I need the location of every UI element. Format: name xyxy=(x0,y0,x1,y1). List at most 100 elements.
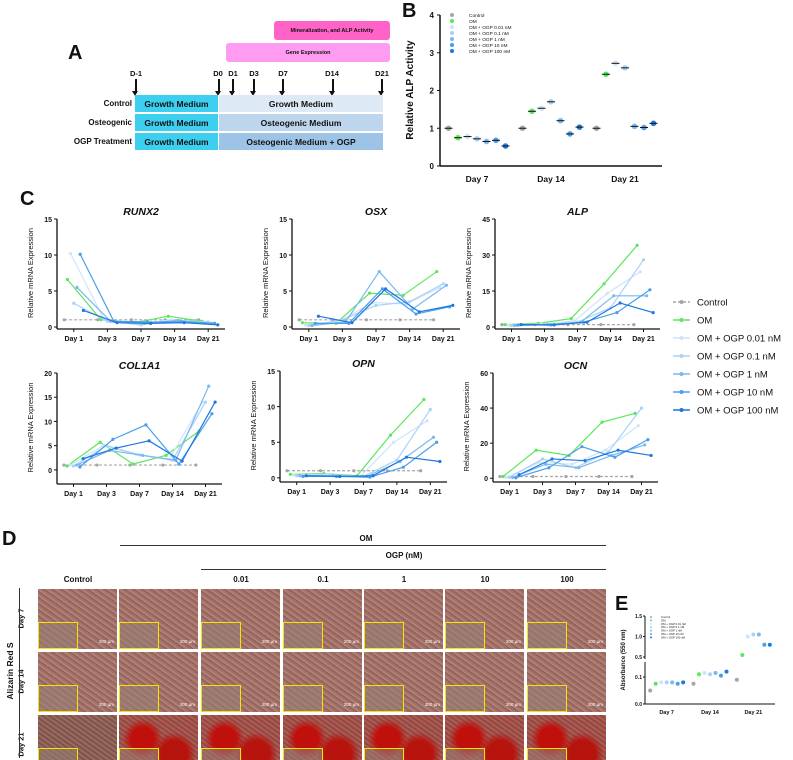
data-point xyxy=(435,269,439,274)
phase-gene-expression: Gene Expression xyxy=(226,43,390,62)
micrograph: 200 µm xyxy=(201,715,280,760)
data-point xyxy=(114,446,118,450)
data-point xyxy=(506,323,510,327)
y-axis-label: Absorbance (550 nm) xyxy=(621,629,627,690)
data-point xyxy=(316,314,320,318)
magnified-inset xyxy=(119,685,159,712)
legend-marker xyxy=(679,408,684,412)
x-tick-label: Day 7 xyxy=(659,710,674,716)
data-point xyxy=(616,448,620,452)
y-tick-label: 0 xyxy=(48,468,52,475)
divider xyxy=(19,588,20,758)
data-point xyxy=(176,318,180,323)
data-point xyxy=(441,282,445,286)
data-point xyxy=(602,282,606,286)
series-line xyxy=(508,271,641,326)
x-tick-label: Day 21 xyxy=(744,710,762,716)
divider xyxy=(201,569,606,570)
data-point xyxy=(128,463,132,467)
day-marker: D14 xyxy=(325,69,339,78)
y-tick-label: 0 xyxy=(484,476,488,483)
data-point xyxy=(75,463,79,467)
y-tick-label: 5 xyxy=(48,444,52,451)
micrograph: 200 µm xyxy=(445,652,524,712)
legend-label: OM + OGP 1 nM xyxy=(697,370,768,381)
x-tick-label: Day 14 xyxy=(398,336,421,343)
column-header: 0.1 xyxy=(317,575,329,584)
data-point xyxy=(65,464,69,468)
x-tick-label: Day 14 xyxy=(537,174,565,184)
series-line xyxy=(79,413,213,468)
day-marker: D0 xyxy=(213,69,223,78)
data-point xyxy=(139,323,143,327)
data-point xyxy=(149,321,153,325)
data-point xyxy=(653,681,658,686)
legend-label: OM + OGP 100 nM xyxy=(697,406,778,417)
data-point xyxy=(745,634,750,639)
legend-marker xyxy=(679,372,684,376)
magnified-inset xyxy=(527,622,567,649)
legend-marker xyxy=(450,19,454,23)
legend-label: OM + OGP 10 nM xyxy=(661,632,684,636)
day-marker: D-1 xyxy=(129,69,143,78)
x-tick-label: Day 14 xyxy=(163,336,186,343)
data-point xyxy=(649,453,653,458)
data-point xyxy=(517,473,521,477)
micrograph: 200 µm xyxy=(364,715,443,760)
series-line xyxy=(290,399,425,477)
series-line xyxy=(82,401,216,463)
magnified-inset xyxy=(283,748,323,760)
data-point xyxy=(310,323,314,328)
legend-label: OM + OGP 1 nM xyxy=(469,37,505,43)
x-tick-label: Day 7 xyxy=(130,491,149,498)
data-point xyxy=(313,321,317,325)
legend-label: OM + OGP 10 nM xyxy=(469,43,507,49)
day-marker: D1 xyxy=(228,69,238,78)
data-point xyxy=(552,323,556,327)
magnified-inset xyxy=(283,685,323,712)
scale-bar-label: 200 µm xyxy=(587,639,603,644)
y-tick-label: 2 xyxy=(430,87,435,96)
data-point xyxy=(767,642,772,647)
data-point xyxy=(507,475,512,479)
x-tick-label: Day 3 xyxy=(533,489,552,496)
data-point xyxy=(451,303,455,307)
data-point xyxy=(646,438,650,442)
magnified-inset xyxy=(445,748,485,760)
data-point xyxy=(425,419,429,423)
y-tick-label: 3 xyxy=(430,49,435,58)
x-tick-label: Day 21 xyxy=(419,489,442,496)
data-point xyxy=(734,677,739,682)
data-point xyxy=(297,318,301,322)
data-point xyxy=(636,424,640,428)
x-tick-label: Day 14 xyxy=(161,491,184,498)
y-axis-label: Relative ALP Activity xyxy=(405,40,416,140)
data-point xyxy=(164,453,168,457)
timeline-cell: Osteogenic Medium + OGP xyxy=(218,133,383,151)
data-point xyxy=(648,688,653,693)
data-point xyxy=(364,318,368,322)
micrograph: 200 µm xyxy=(119,652,198,712)
day-marker: D7 xyxy=(278,69,288,78)
data-point xyxy=(691,681,696,686)
data-point xyxy=(569,317,573,321)
data-point xyxy=(638,270,642,274)
data-point xyxy=(435,440,439,444)
y-tick-label: 0 xyxy=(486,325,490,332)
micrograph: 200 µm xyxy=(283,589,362,649)
y-tick-label: 20 xyxy=(480,441,488,448)
chart-title: OSX xyxy=(365,206,388,218)
legend-label: OM + OGP 0.1 nM xyxy=(469,31,509,37)
row-label: Osteogenic xyxy=(88,118,132,127)
y-tick-label: 40 xyxy=(480,406,488,413)
panel-c-label: C xyxy=(20,188,35,210)
column-header: 1 xyxy=(401,575,407,584)
data-point xyxy=(75,285,79,289)
magnified-inset xyxy=(445,685,485,712)
data-point xyxy=(514,476,518,480)
data-point xyxy=(291,473,296,477)
x-tick-label: Day 21 xyxy=(197,336,220,343)
y-tick-label: 10 xyxy=(44,419,52,426)
legend-marker xyxy=(450,43,454,47)
data-point xyxy=(503,323,507,327)
